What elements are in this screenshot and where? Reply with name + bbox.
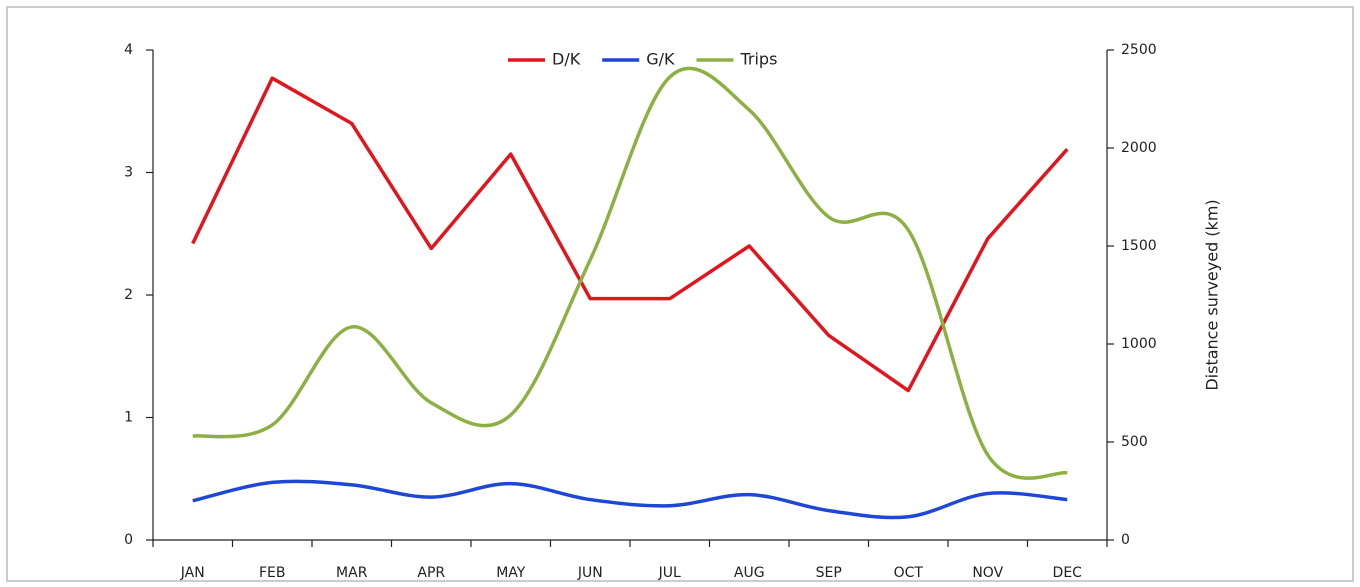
y2-tick-label: 0 [1121,532,1130,548]
x-tick-label: APR [417,565,445,581]
y2-tick-label: 2000 [1121,140,1157,156]
line-series [192,479,1068,520]
y-tick-label: 0 [124,532,133,548]
x-tick-label: FEB [259,565,286,581]
x-tick-label: DEC [1053,565,1083,581]
legend-label: G/K [646,50,675,69]
x-tick-label: NOV [972,565,1003,581]
y-tick-label: 4 [124,42,133,58]
y-tick-label: 3 [124,165,133,181]
y-tick-label: 1 [124,410,133,426]
y2-tick-label: 500 [1121,434,1148,450]
x-tick-label: OCT [894,565,924,581]
legend-label: D/K [552,50,581,69]
x-tick-label: JUN [577,565,603,581]
y-tick-label: 2 [124,287,133,303]
x-tick-label: MAR [336,565,368,581]
x-tick-label: AUG [734,565,765,581]
x-tick-label: JUL [658,565,681,581]
y2-tick-label: 1500 [1121,238,1157,254]
x-tick-label: JAN [180,565,205,581]
y2-tick-label: 2500 [1121,42,1157,58]
y2-tick-label: 1000 [1121,336,1157,352]
frame [6,6,1354,582]
legend-label: Trips [739,50,777,69]
x-tick-label: SEP [816,565,842,581]
line-series [192,66,1068,480]
x-tick-label: MAY [496,565,526,581]
line-series [191,76,1069,393]
y2-axis-label: Distance surveyed (km) [1203,199,1222,390]
